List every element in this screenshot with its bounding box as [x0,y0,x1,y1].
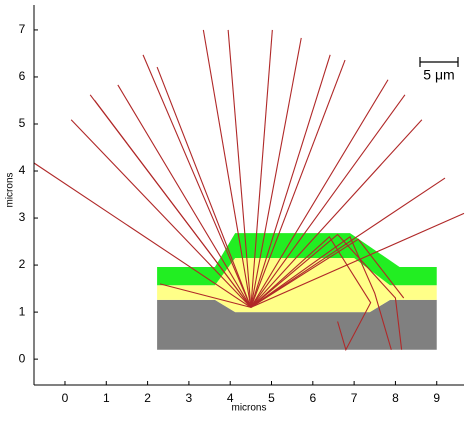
layer [157,299,437,350]
ray [250,29,273,308]
ray [227,29,252,308]
x-tick-label: 1 [103,391,110,405]
ray [250,54,331,308]
x-tick-label: 8 [392,391,399,405]
ray [250,37,302,308]
layer [157,233,437,286]
ray [142,54,252,308]
ray [250,236,392,350]
ray [33,162,252,308]
ray [156,66,252,308]
ray [159,283,251,308]
ray [117,84,252,308]
y-axis-label: microns [5,172,16,207]
y-tick-label: 4 [19,163,26,177]
y-tick-label: 6 [19,69,26,83]
scale-label: 5 μm [423,67,454,83]
ray [250,236,372,352]
x-tick-label: 7 [351,391,358,405]
y-tick-label: 7 [19,22,26,36]
x-tick-label: 6 [309,391,316,405]
ray [250,119,423,308]
ray [94,100,252,308]
y-tick-label: 3 [19,210,26,224]
ray [250,212,465,308]
ray [250,238,405,308]
ray [250,94,406,308]
y-tick-label: 0 [19,351,26,365]
x-tick-label: 5 [268,391,275,405]
ray [250,79,389,308]
ray [250,177,446,308]
x-axis-label: microns [231,403,266,414]
ray [70,119,252,308]
x-tick-label: 2 [144,391,151,405]
layer [157,258,437,313]
y-tick-label: 5 [19,116,26,130]
x-tick-label: 3 [186,391,193,405]
ray [202,29,252,308]
y-tick-label: 2 [19,257,26,271]
y-tick-label: 1 [19,304,26,318]
x-tick-label: 0 [62,391,69,405]
x-tick-label: 4 [227,391,234,405]
x-tick-label: 9 [433,391,440,405]
ray [250,59,346,308]
ray [250,233,403,350]
